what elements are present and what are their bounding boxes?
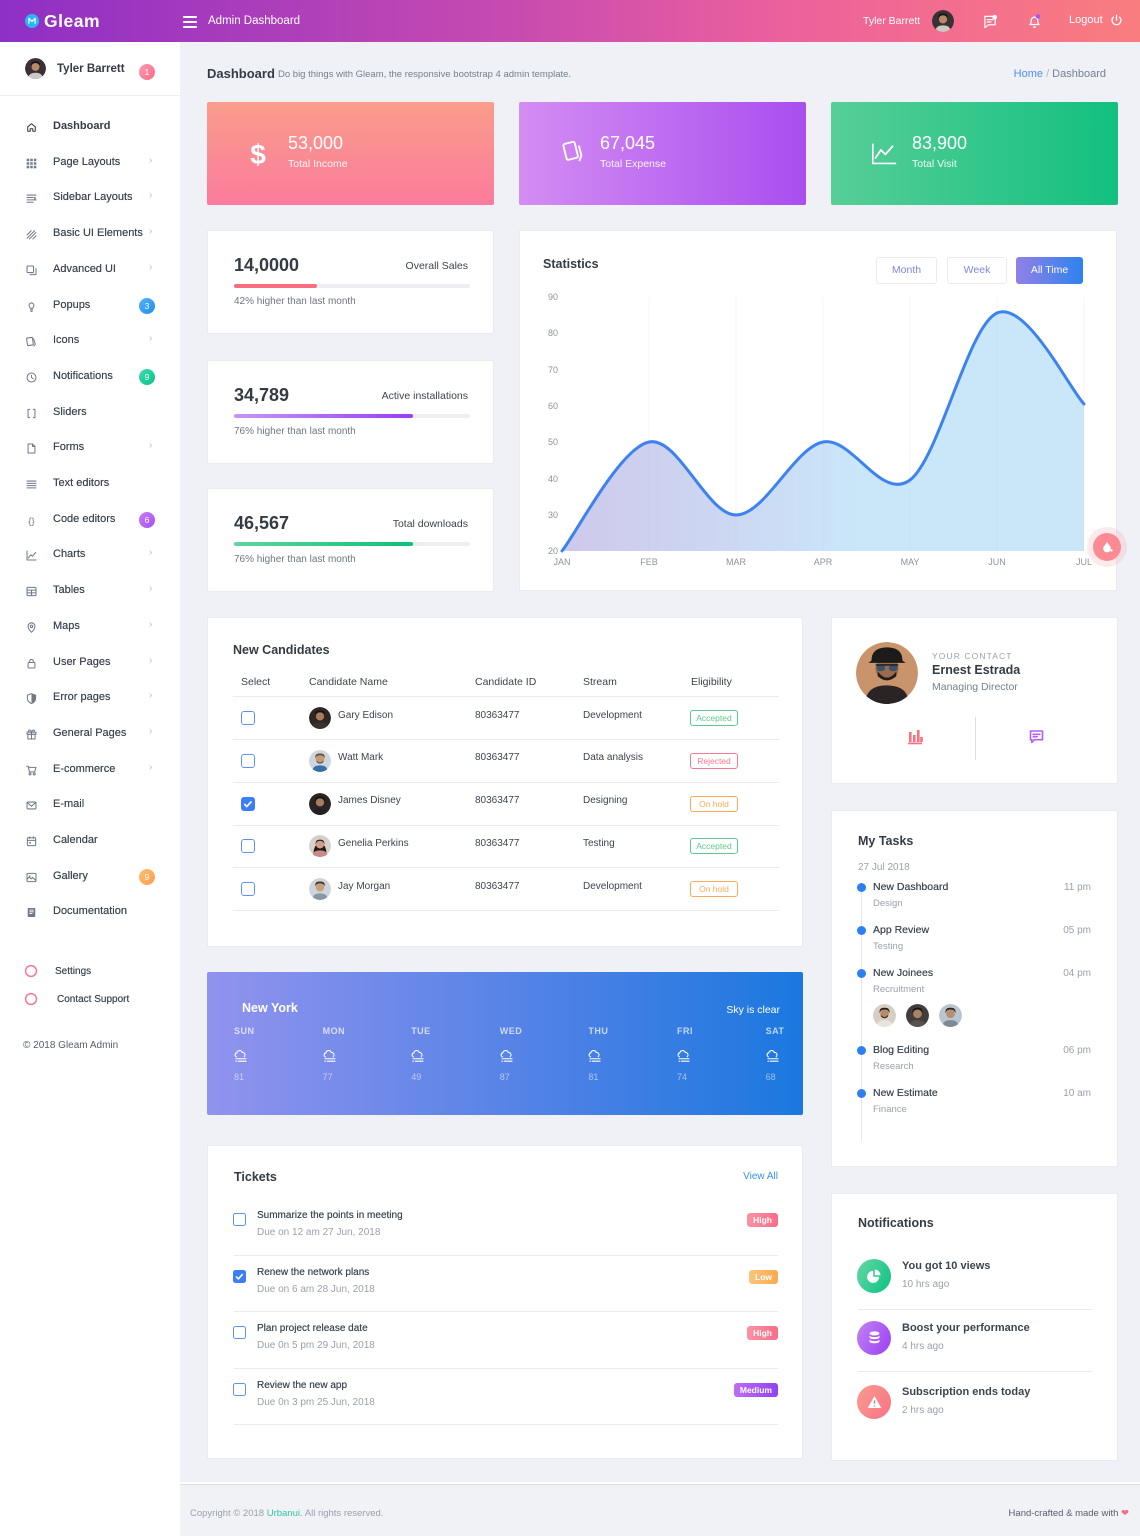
svg-text:50: 50 [548, 437, 558, 447]
svg-text:70: 70 [548, 365, 558, 375]
svg-text:30: 30 [548, 510, 558, 520]
svg-text:20: 20 [548, 546, 558, 556]
svg-text:JUL: JUL [1076, 557, 1092, 567]
svg-text:MAR: MAR [726, 557, 747, 567]
svg-text:80: 80 [548, 328, 558, 338]
svg-text:FEB: FEB [640, 557, 658, 567]
svg-text:$: $ [250, 139, 266, 170]
svg-text:MAY: MAY [901, 557, 920, 567]
svg-text:40: 40 [548, 474, 558, 484]
svg-text:90: 90 [548, 292, 558, 302]
svg-text:JUN: JUN [988, 557, 1006, 567]
svg-text:APR: APR [814, 557, 833, 567]
svg-text:{}: {} [28, 516, 35, 526]
svg-text:JAN: JAN [553, 557, 570, 567]
svg-text:60: 60 [548, 401, 558, 411]
